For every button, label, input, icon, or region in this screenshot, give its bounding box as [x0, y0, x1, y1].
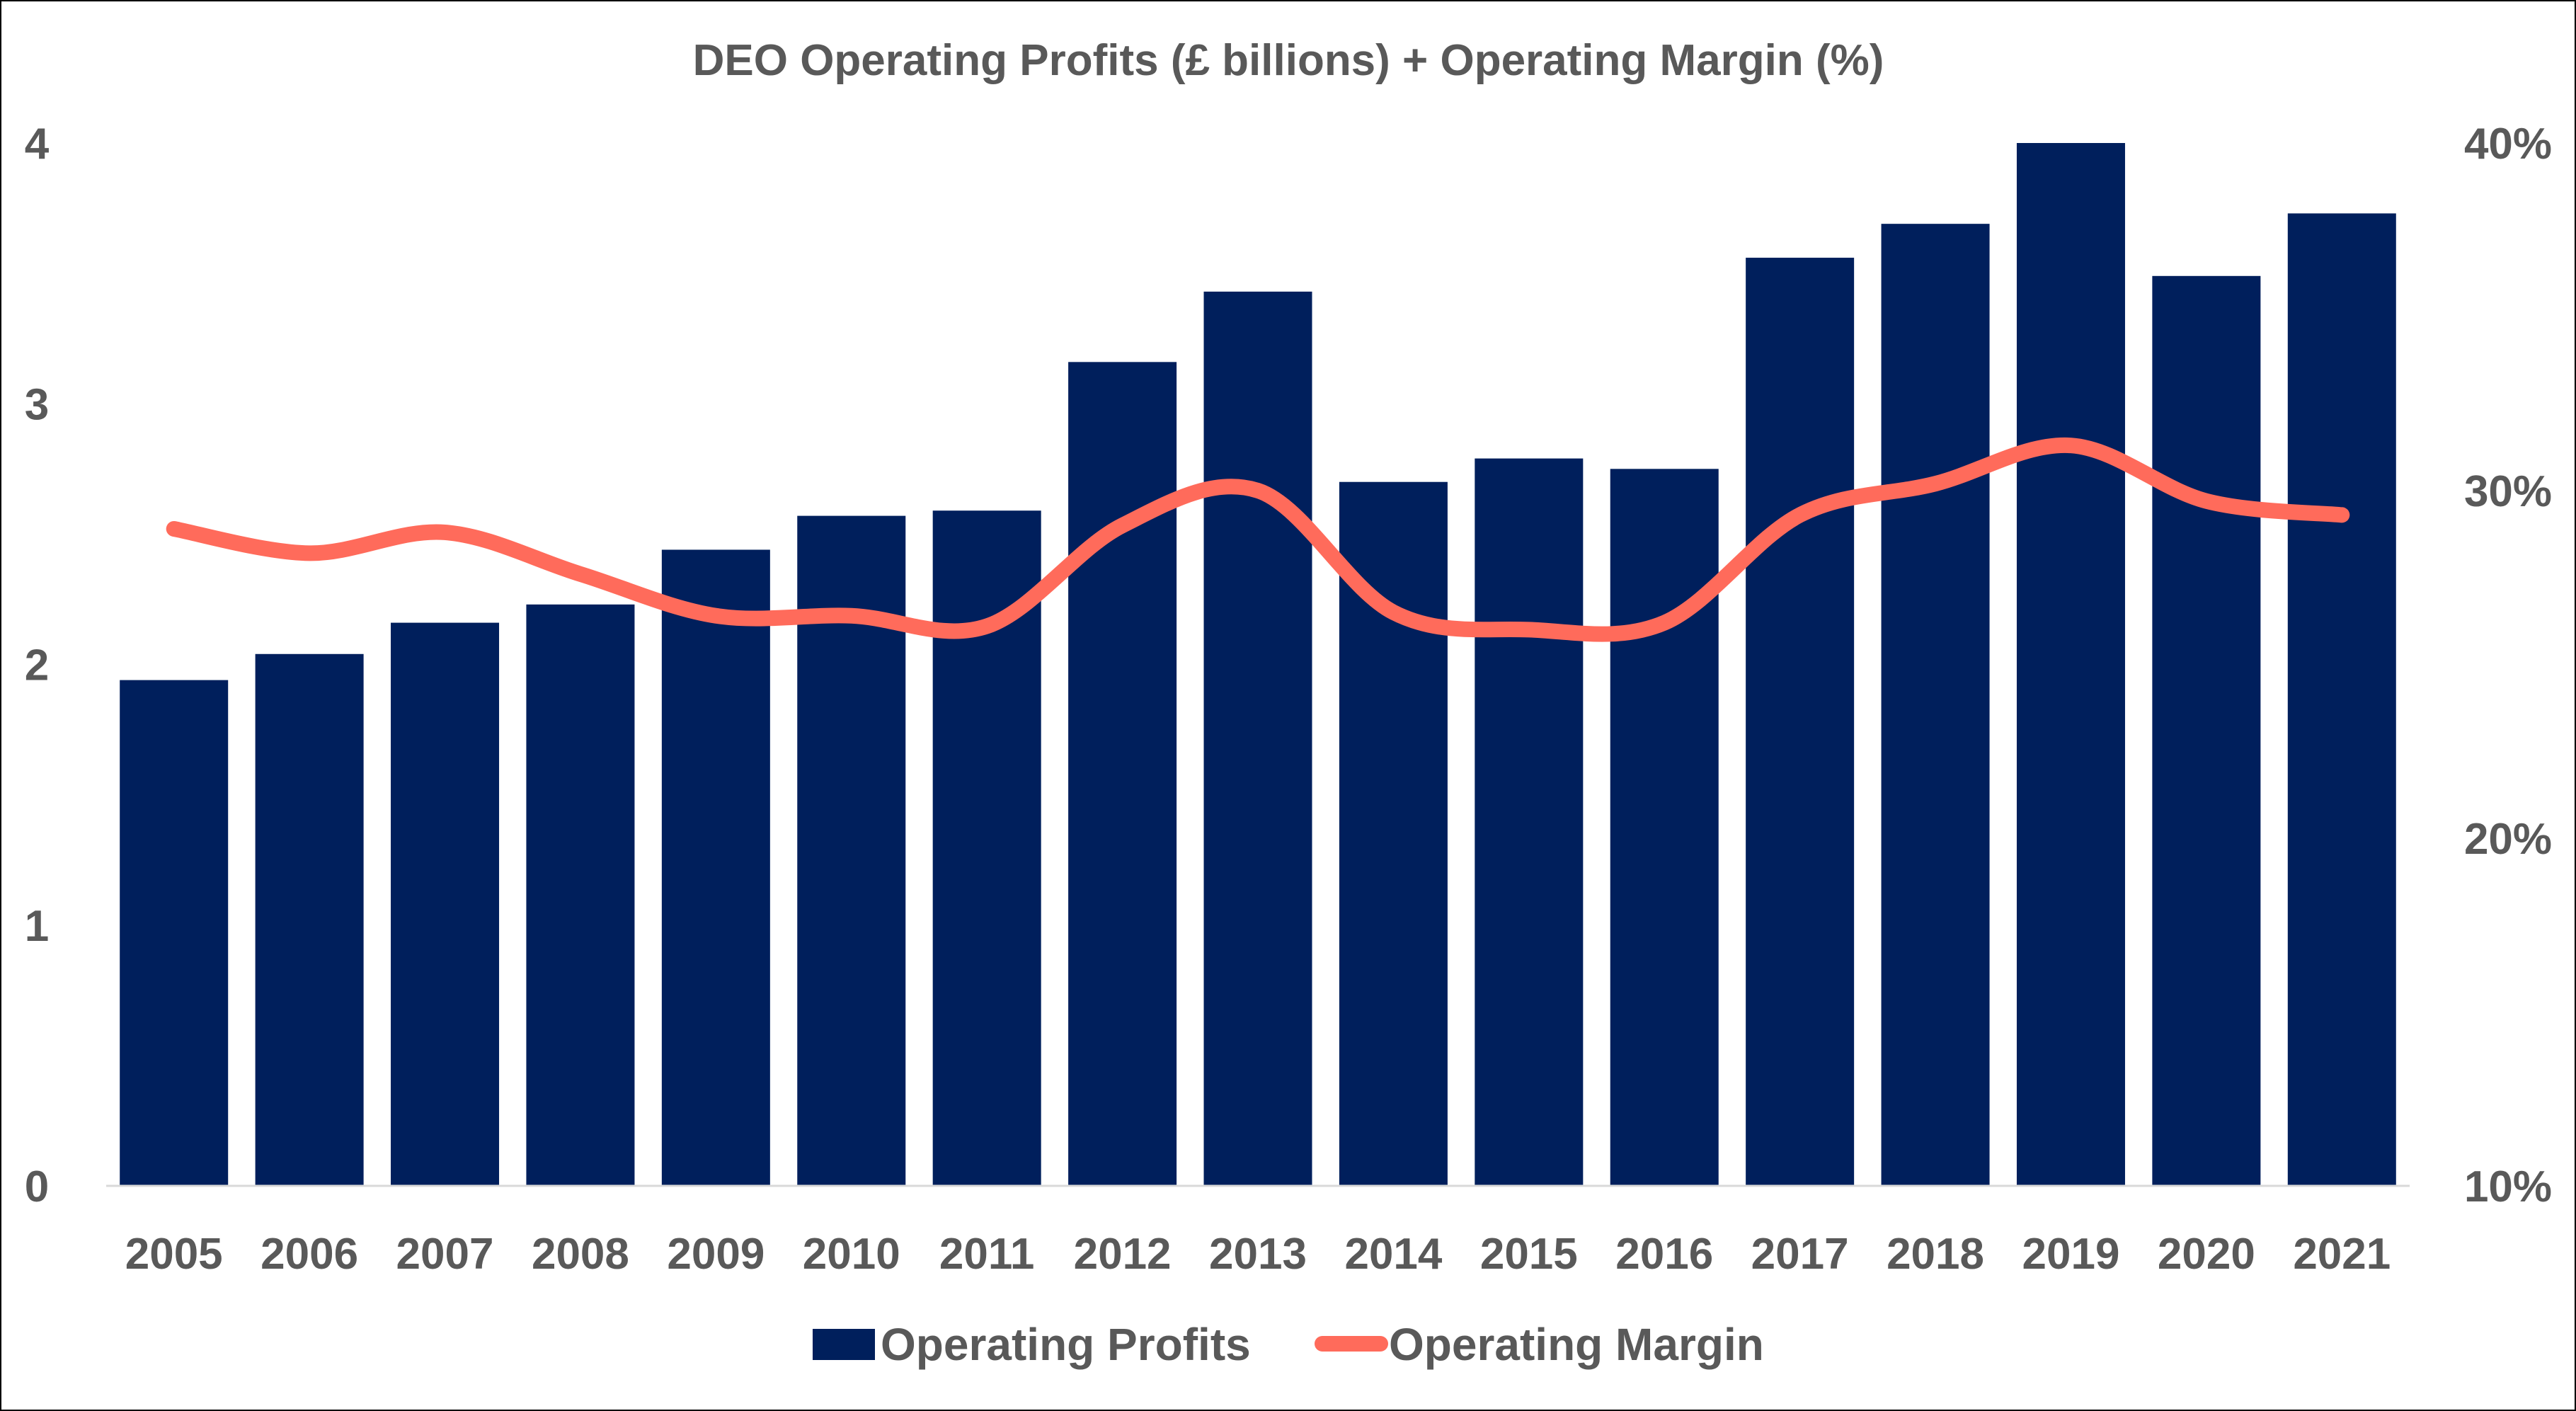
chart-title: DEO Operating Profits (£ billions) + Ope… — [693, 36, 1884, 85]
y-axis-left: 0 1 2 3 4 — [25, 120, 50, 1211]
line-series-operating-margin — [166, 437, 2350, 642]
x-tick-label: 2021 — [2293, 1230, 2391, 1279]
x-axis: 2005 2006 2007 2008 2009 2010 2011 2012 2013 2014… — [125, 1230, 2391, 1279]
x-tick-label: 2005 — [125, 1230, 223, 1279]
y-right-tick-label: 30% — [2464, 467, 2552, 516]
bar-2019 — [2016, 143, 2125, 1186]
y-right-tick-label: 40% — [2464, 120, 2552, 168]
legend-label-operating-profits: Operating Profits — [881, 1319, 1251, 1370]
x-tick-label: 2018 — [1887, 1230, 1984, 1279]
x-tick-label: 2011 — [939, 1230, 1035, 1279]
bar-2005 — [120, 680, 229, 1186]
bar-2012 — [1068, 362, 1177, 1187]
bar-2016 — [1610, 469, 1719, 1186]
x-tick-label: 2020 — [2158, 1230, 2255, 1279]
x-tick-label: 2008 — [532, 1230, 629, 1279]
legend-swatch-operating-profits — [813, 1329, 875, 1360]
bar-2015 — [1475, 458, 1584, 1186]
x-tick-label: 2014 — [1344, 1230, 1442, 1279]
bar-series — [120, 143, 2396, 1187]
bar-2013 — [1203, 291, 1312, 1187]
x-tick-label: 2013 — [1209, 1230, 1307, 1279]
y-right-tick-label: 10% — [2464, 1162, 2552, 1211]
bar-2017 — [1746, 258, 1855, 1186]
x-tick-label: 2016 — [1615, 1230, 1713, 1279]
y-left-tick-label: 4 — [25, 120, 50, 168]
bar-2018 — [1881, 224, 1990, 1187]
y-axis-right: 10% 20% 30% 40% — [2464, 120, 2552, 1211]
y-left-tick-label: 3 — [25, 380, 49, 429]
x-tick-label: 2017 — [1751, 1230, 1849, 1279]
y-left-tick-label: 1 — [25, 902, 49, 951]
y-left-tick-label: 2 — [25, 641, 49, 690]
legend-label-operating-margin: Operating Margin — [1389, 1319, 1764, 1370]
bar-2007 — [391, 622, 500, 1186]
bar-2009 — [661, 549, 770, 1186]
x-tick-label: 2015 — [1480, 1230, 1578, 1279]
bar-2020 — [2152, 275, 2261, 1186]
bar-2008 — [526, 604, 635, 1186]
y-right-tick-label: 20% — [2464, 815, 2552, 864]
bar-2014 — [1339, 481, 1448, 1186]
x-tick-label: 2012 — [1074, 1230, 1172, 1279]
x-tick-label: 2010 — [803, 1230, 900, 1279]
bar-2006 — [255, 653, 364, 1186]
x-tick-label: 2006 — [261, 1230, 358, 1279]
legend: Operating Profits Operating Margin — [813, 1319, 1764, 1370]
y-left-tick-label: 0 — [25, 1162, 49, 1211]
x-tick-label: 2009 — [667, 1230, 765, 1279]
x-tick-label: 2019 — [2022, 1230, 2120, 1279]
bar-2021 — [2287, 213, 2396, 1186]
x-tick-label: 2007 — [396, 1230, 494, 1279]
